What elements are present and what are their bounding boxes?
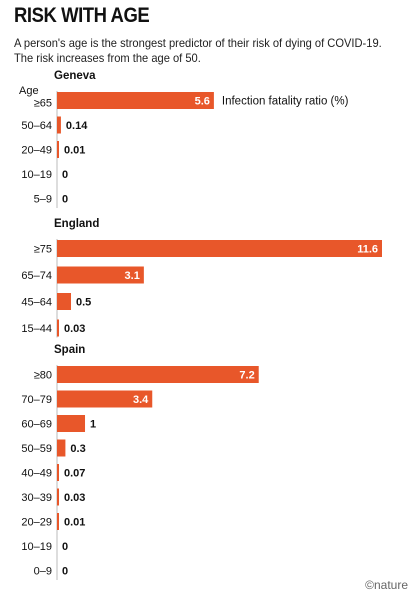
bar-england-1: [57, 266, 144, 284]
category-label: 50–64: [21, 120, 52, 132]
category-label: 10–19: [21, 169, 52, 181]
value-label: 0: [62, 169, 68, 181]
bar-spain-1: [57, 390, 153, 408]
nature-credit: ©nature: [365, 578, 408, 592]
category-label: 70–79: [21, 394, 52, 406]
value-label: 1: [90, 419, 96, 431]
value-label: 0: [62, 194, 68, 206]
category-label: 20–49: [21, 145, 52, 157]
category-label: 60–69: [21, 419, 52, 431]
value-label: 3.4: [133, 394, 149, 406]
category-label: ≥80: [34, 370, 52, 382]
chart-title: RISK WITH AGE: [14, 4, 150, 27]
value-label: 0.03: [64, 492, 85, 504]
category-label: 30–39: [21, 492, 52, 504]
bar-spain-0: [57, 366, 259, 383]
bar-england-3: [57, 319, 59, 337]
bar-geneva-1: [57, 116, 61, 134]
bar-spain-5: [57, 488, 59, 506]
category-label: 65–74: [21, 270, 52, 282]
age-axis-label: Age: [19, 85, 39, 97]
value-label: 0.5: [76, 297, 91, 309]
bar-spain-6: [57, 513, 59, 530]
bar-england-0: [57, 240, 382, 257]
measure-label: Infection fatality ratio (%): [222, 96, 349, 108]
value-label: 3.1: [125, 270, 140, 282]
category-label: 10–19: [21, 541, 52, 553]
bar-spain-3: [57, 439, 66, 457]
value-label: 7.2: [239, 370, 254, 382]
category-label: 15–44: [21, 323, 52, 335]
value-label: 11.6: [357, 244, 378, 256]
category-label: ≥65: [34, 98, 52, 110]
value-label: 5.6: [195, 96, 210, 108]
category-label: 20–29: [21, 517, 52, 529]
value-label: 0.07: [64, 468, 85, 480]
bar-spain-4: [57, 464, 59, 481]
panel-title-england: England: [54, 218, 99, 230]
value-label: 0.03: [64, 323, 85, 335]
category-label: ≥75: [34, 244, 52, 256]
panel-title-geneva: Geneva: [54, 70, 96, 82]
panel-title-spain: Spain: [54, 344, 85, 356]
value-label: 0.3: [70, 443, 85, 455]
category-label: 45–64: [21, 297, 52, 309]
value-label: 0.01: [64, 517, 85, 529]
category-label: 5–9: [34, 194, 52, 206]
value-label: 0.14: [66, 120, 88, 132]
bar-spain-2: [57, 415, 86, 432]
bar-geneva-2: [57, 141, 59, 158]
bar-geneva-0: [57, 92, 214, 109]
value-label: 0.01: [64, 145, 85, 157]
bar-england-2: [57, 293, 72, 310]
chart-subtitle: A person's age is the strongest predicto…: [14, 37, 382, 65]
category-label: 0–9: [34, 566, 52, 578]
value-label: 0: [62, 541, 68, 553]
category-label: 50–59: [21, 443, 52, 455]
category-label: 40–49: [21, 468, 52, 480]
value-label: 0: [62, 566, 68, 578]
